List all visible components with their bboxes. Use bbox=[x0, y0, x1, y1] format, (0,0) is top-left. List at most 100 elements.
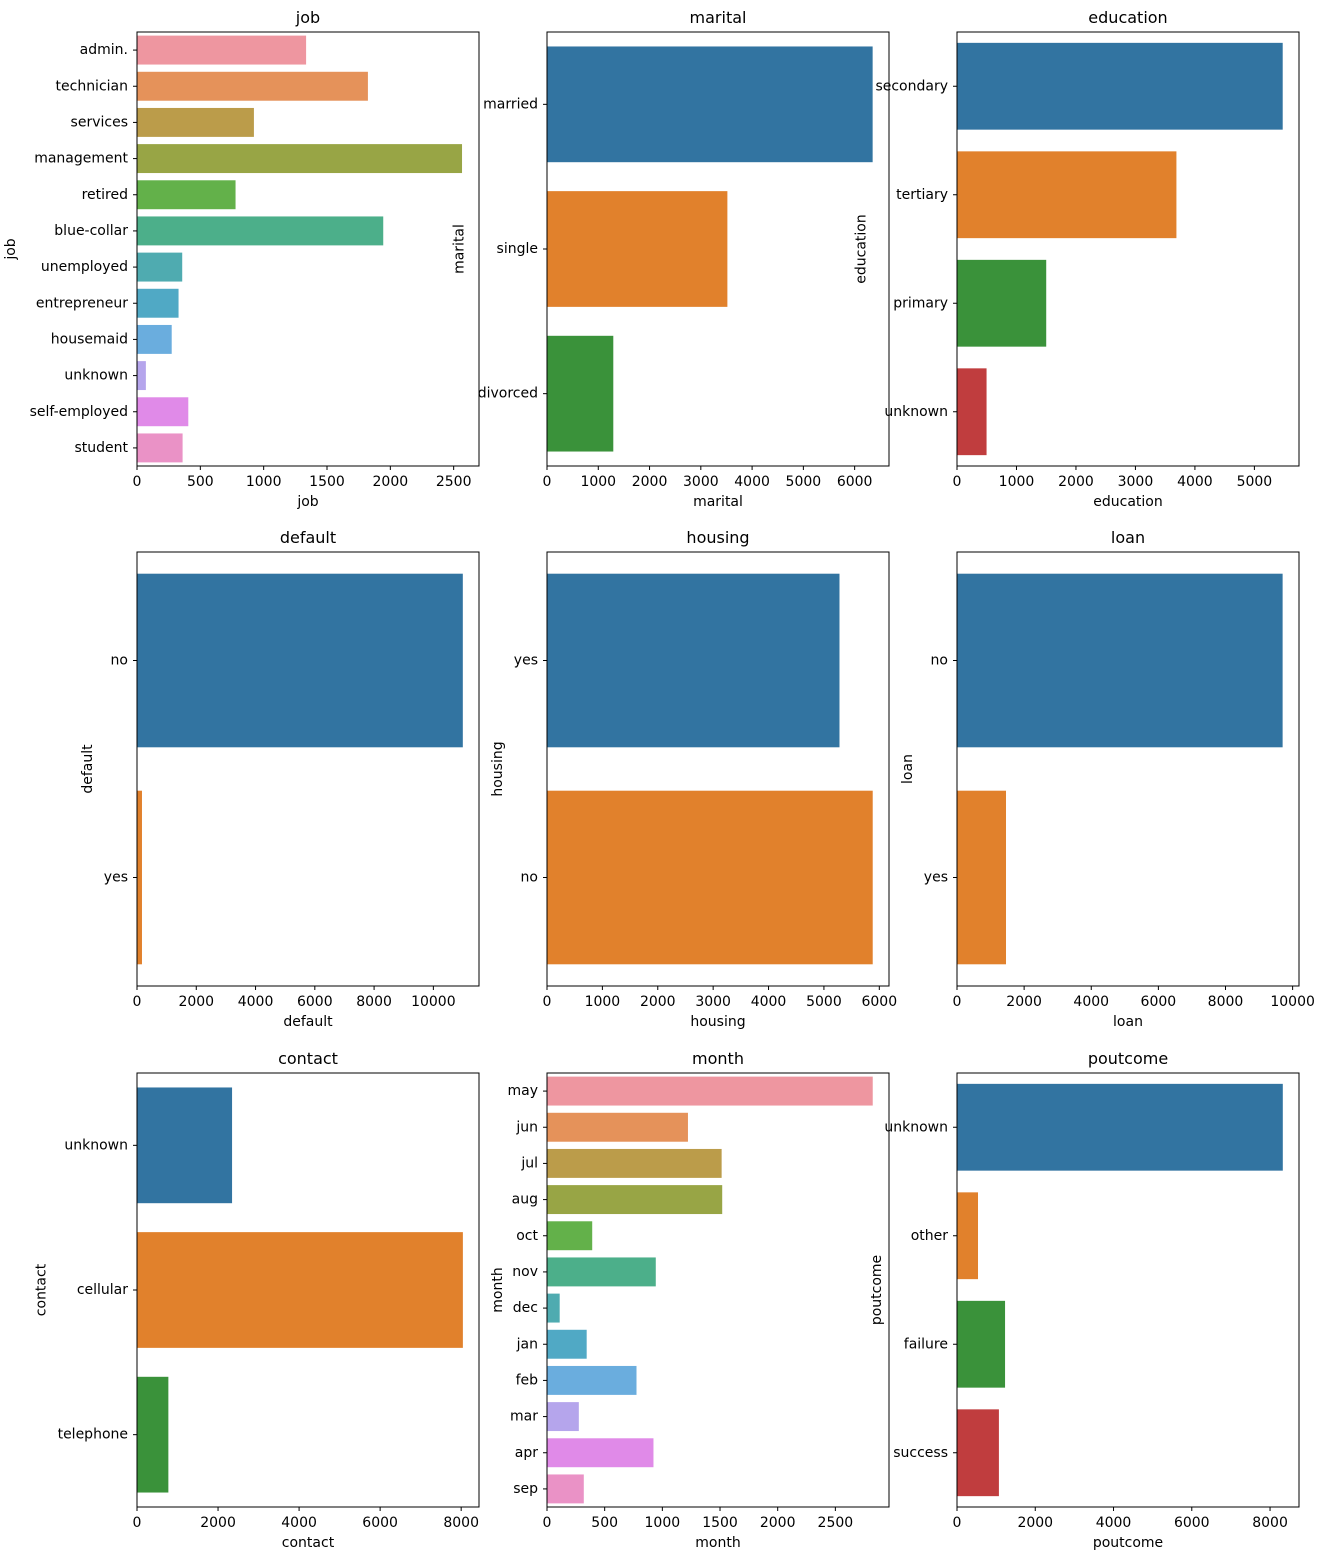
axes-frame bbox=[956, 31, 1300, 467]
x-tick-label: 2000 bbox=[200, 1515, 236, 1531]
x-tick-label: 0 bbox=[133, 1515, 142, 1531]
x-tick-label: 10000 bbox=[411, 994, 456, 1010]
x-tick-label: 2000 bbox=[632, 474, 668, 490]
y-tick-label: yes bbox=[514, 653, 538, 669]
y-tick-label: primary bbox=[893, 295, 948, 311]
x-tick-label: 500 bbox=[187, 474, 214, 490]
y-tick-label: cellular bbox=[77, 1282, 128, 1298]
y-tick-label: yes bbox=[924, 870, 948, 886]
bar-marital-single bbox=[547, 191, 728, 307]
bar-job-admin. bbox=[137, 35, 307, 65]
y-axis-label: job bbox=[3, 238, 19, 260]
bar-month-dec bbox=[547, 1293, 560, 1323]
x-axis-label: marital bbox=[693, 494, 743, 510]
bar-job-blue-collar bbox=[137, 216, 384, 246]
x-tick-label: 2000 bbox=[373, 474, 409, 490]
axes-frame bbox=[546, 551, 890, 987]
x-tick-label: 6000 bbox=[837, 474, 873, 490]
bar-job-entrepreneur bbox=[137, 288, 179, 318]
bar-job-self-employed bbox=[137, 397, 189, 427]
y-tick-label: may bbox=[507, 1083, 538, 1099]
x-tick-label: 0 bbox=[543, 474, 552, 490]
x-tick-label: 8000 bbox=[356, 994, 392, 1010]
bar-poutcome-success bbox=[957, 1409, 999, 1497]
x-tick-label: 5000 bbox=[786, 474, 822, 490]
x-tick-label: 6000 bbox=[1141, 994, 1177, 1010]
chart-marital: married single divorced 0 1000 2000 3000 4000 50… bbox=[451, 8, 890, 510]
y-tick-label: entrepreneur bbox=[36, 295, 128, 311]
x-tick-label: 2000 bbox=[178, 994, 214, 1010]
y-axis-label: education bbox=[854, 214, 870, 283]
y-axis-label: contact bbox=[34, 1263, 50, 1316]
bar-job-retired bbox=[137, 180, 236, 210]
y-axis-label: poutcome bbox=[869, 1255, 885, 1325]
chart-title: contact bbox=[278, 1049, 338, 1068]
chart-loan: no yes 0 2000 4000 6000 8000 10000 loan loan loan bbox=[900, 528, 1315, 1030]
bar-default-yes bbox=[137, 790, 142, 965]
x-tick-label: 1500 bbox=[309, 474, 345, 490]
x-tick-label: 4000 bbox=[281, 1515, 317, 1531]
y-tick-label: telephone bbox=[58, 1427, 128, 1443]
chart-default: no yes 0 2000 4000 6000 8000 10000 default defaul… bbox=[80, 528, 480, 1030]
chart-title: education bbox=[1088, 8, 1167, 27]
chart-education: secondary tertiary primary unknown 0 1000 2000… bbox=[854, 8, 1300, 510]
y-tick-label: jun bbox=[515, 1119, 538, 1135]
x-tick-label: 1000 bbox=[580, 474, 616, 490]
x-tick-label: 500 bbox=[591, 1515, 618, 1531]
bar-housing-no bbox=[547, 790, 873, 965]
x-tick-label: 1000 bbox=[585, 994, 621, 1010]
x-tick-label: 2000 bbox=[1017, 1515, 1053, 1531]
bar-poutcome-unknown bbox=[957, 1083, 1283, 1171]
chart-title: poutcome bbox=[1088, 1049, 1168, 1068]
y-tick-label: unknown bbox=[884, 404, 948, 420]
bar-job-management bbox=[137, 144, 463, 174]
chart-housing: yes no 0 1000 2000 3000 4000 5000 6000 housing hou… bbox=[490, 528, 897, 1030]
x-tick-label: 4000 bbox=[238, 994, 274, 1010]
y-tick-label: unknown bbox=[64, 1137, 128, 1153]
y-axis-label: default bbox=[80, 744, 96, 794]
bar-month-sep bbox=[547, 1474, 584, 1504]
y-tick-label: married bbox=[483, 96, 538, 112]
y-axis-label: housing bbox=[490, 741, 506, 796]
bar-job-unemployed bbox=[137, 252, 183, 282]
bar-month-feb bbox=[547, 1365, 637, 1395]
x-tick-label: 2000 bbox=[1058, 474, 1094, 490]
x-tick-label: 4000 bbox=[734, 474, 770, 490]
bar-poutcome-failure bbox=[957, 1300, 1006, 1388]
x-tick-label: 2000 bbox=[1006, 994, 1042, 1010]
y-tick-label: unknown bbox=[64, 368, 128, 384]
x-tick-label: 3000 bbox=[695, 994, 731, 1010]
bar-education-secondary bbox=[957, 42, 1283, 130]
x-tick-label: 2000 bbox=[640, 994, 676, 1010]
y-tick-label: divorced bbox=[478, 386, 538, 402]
x-tick-label: 0 bbox=[133, 474, 142, 490]
chart-month: may jun jul aug oct nov dec jan feb mar apr sep 0 500… bbox=[490, 1049, 890, 1551]
bar-marital-married bbox=[547, 46, 873, 163]
y-tick-label: services bbox=[71, 114, 128, 130]
x-tick-label: 4000 bbox=[1073, 994, 1109, 1010]
x-axis-label: housing bbox=[690, 1014, 745, 1030]
x-tick-label: 2500 bbox=[818, 1515, 854, 1531]
x-tick-label: 2000 bbox=[760, 1515, 796, 1531]
bar-month-jun bbox=[547, 1112, 688, 1142]
y-tick-label: housemaid bbox=[51, 331, 128, 347]
x-tick-label: 0 bbox=[953, 1515, 962, 1531]
bar-contact-telephone bbox=[137, 1376, 169, 1493]
bar-month-aug bbox=[547, 1185, 723, 1215]
bar-job-housemaid bbox=[137, 324, 172, 354]
axes-frame bbox=[546, 1072, 890, 1508]
y-tick-label: secondary bbox=[875, 78, 948, 94]
bar-loan-yes bbox=[957, 790, 1007, 965]
x-tick-label: 8000 bbox=[1208, 994, 1244, 1010]
y-tick-label: apr bbox=[515, 1445, 538, 1461]
bar-housing-yes bbox=[547, 573, 840, 748]
bar-poutcome-other bbox=[957, 1192, 979, 1280]
x-tick-label: 2500 bbox=[436, 474, 472, 490]
chart-title: default bbox=[280, 528, 336, 547]
x-tick-label: 1500 bbox=[702, 1515, 738, 1531]
y-tick-label: no bbox=[521, 870, 538, 886]
bar-education-unknown bbox=[957, 368, 987, 456]
axes-frame bbox=[956, 1072, 1300, 1508]
chart-poutcome: unknown other failure success 0 2000 4000 6000 8… bbox=[869, 1049, 1300, 1551]
